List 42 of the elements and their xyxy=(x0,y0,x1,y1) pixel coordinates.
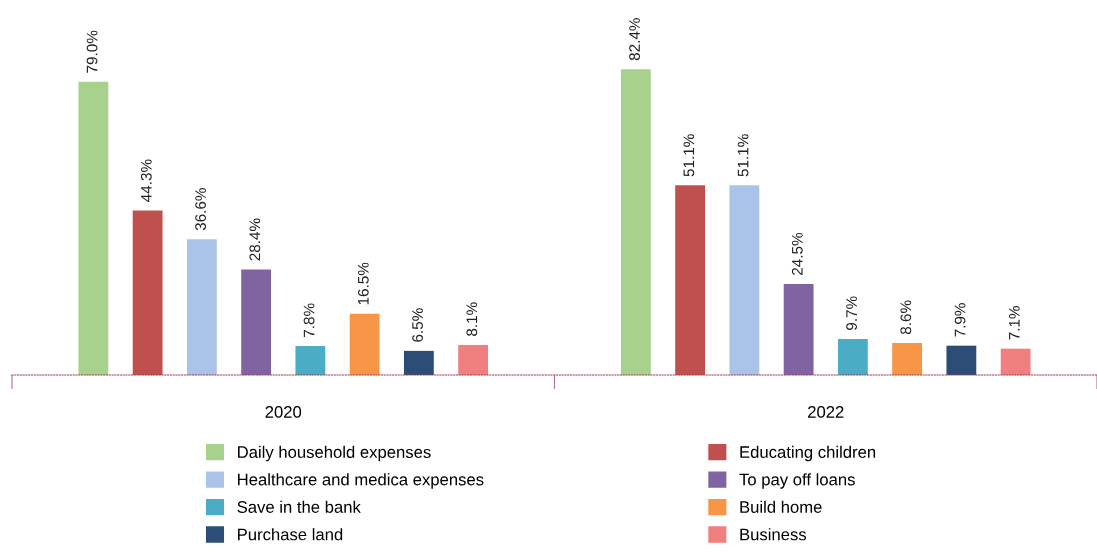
bar xyxy=(78,81,109,375)
bar xyxy=(1000,348,1031,375)
bar xyxy=(132,210,163,375)
bar xyxy=(837,339,868,375)
data-label: 8.1% xyxy=(466,302,478,336)
data-label: 79.0% xyxy=(86,30,98,73)
legend-label: Healthcare and medica expenses xyxy=(238,473,484,489)
data-label: 8.6% xyxy=(900,300,912,335)
legend-label: Build home xyxy=(740,500,822,513)
data-label: 24.5% xyxy=(791,232,803,275)
legend-label: Save in the bank xyxy=(237,500,361,513)
data-label: 28.4% xyxy=(249,218,261,261)
bar xyxy=(349,313,380,375)
bar xyxy=(783,284,814,375)
data-label: 16.5% xyxy=(357,262,369,305)
data-label: 9.7% xyxy=(846,296,857,330)
data-label: 7.9% xyxy=(954,303,966,337)
data-label: 44.3% xyxy=(140,159,152,202)
bar xyxy=(946,345,977,375)
data-label: 36.6% xyxy=(195,188,206,231)
bar xyxy=(620,69,651,375)
legend-label: Purchase land xyxy=(238,528,343,541)
data-label: 51.1% xyxy=(737,134,749,177)
x-tick-label: 2022 xyxy=(808,406,844,418)
bar xyxy=(458,344,489,375)
data-label: 7.1% xyxy=(1008,306,1020,340)
bar xyxy=(892,343,923,375)
bar xyxy=(403,350,434,375)
legend-label: Daily household expenses xyxy=(238,445,431,462)
legend-label: Educating children xyxy=(740,445,876,462)
data-label: 82.4% xyxy=(629,18,640,61)
x-tick-label: 2020 xyxy=(265,406,302,418)
bar xyxy=(295,346,326,375)
data-label: 51.1% xyxy=(683,134,695,177)
bar xyxy=(186,239,217,375)
legend-label: To pay off loans xyxy=(739,473,855,489)
legend-label: Business xyxy=(740,528,807,541)
data-label: 6.5% xyxy=(412,308,423,342)
bar xyxy=(729,185,760,375)
bar xyxy=(675,185,706,375)
data-label: 7.8% xyxy=(303,303,315,337)
bar xyxy=(241,269,272,375)
